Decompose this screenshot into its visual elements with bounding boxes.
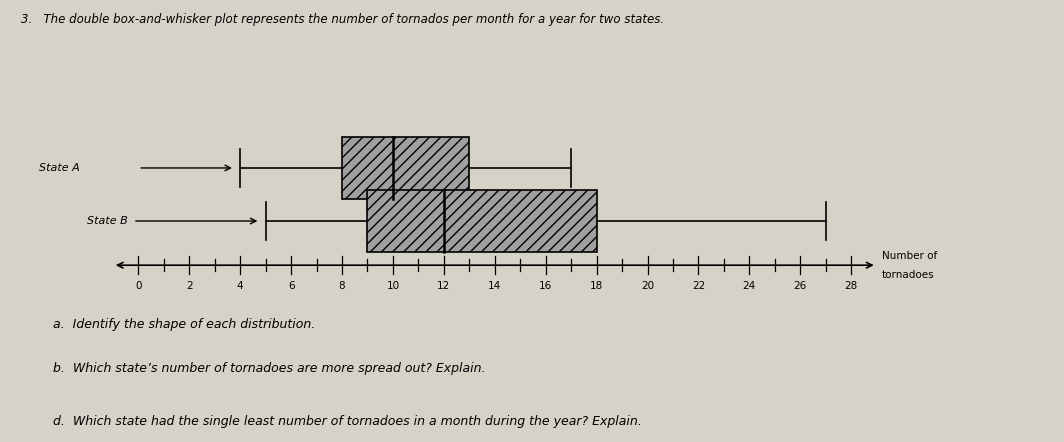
Text: 18: 18 xyxy=(589,281,603,291)
FancyBboxPatch shape xyxy=(342,137,469,199)
Text: 28: 28 xyxy=(845,281,858,291)
Text: 16: 16 xyxy=(539,281,552,291)
Text: 3.   The double box-and-whisker plot represents the number of tornados per month: 3. The double box-and-whisker plot repre… xyxy=(21,13,664,26)
Text: tornadoes: tornadoes xyxy=(882,270,934,280)
Text: 20: 20 xyxy=(641,281,654,291)
Text: 12: 12 xyxy=(437,281,450,291)
Text: 8: 8 xyxy=(338,281,346,291)
Text: 4: 4 xyxy=(237,281,244,291)
Text: a.  Identify the shape of each distribution.: a. Identify the shape of each distributi… xyxy=(53,318,315,331)
Text: State B: State B xyxy=(87,216,128,226)
Text: 14: 14 xyxy=(488,281,501,291)
Text: 24: 24 xyxy=(743,281,757,291)
Text: 22: 22 xyxy=(692,281,705,291)
Text: 2: 2 xyxy=(186,281,193,291)
Text: 10: 10 xyxy=(386,281,399,291)
FancyBboxPatch shape xyxy=(367,190,597,252)
Text: Number of: Number of xyxy=(882,251,937,261)
Text: 0: 0 xyxy=(135,281,142,291)
Text: d.  Which state had the single least number of tornadoes in a month during the y: d. Which state had the single least numb… xyxy=(53,415,642,428)
Text: State A: State A xyxy=(39,163,80,173)
Text: 26: 26 xyxy=(794,281,807,291)
Text: b.  Which state’s number of tornadoes are more spread out? Explain.: b. Which state’s number of tornadoes are… xyxy=(53,362,485,375)
Text: 6: 6 xyxy=(287,281,295,291)
